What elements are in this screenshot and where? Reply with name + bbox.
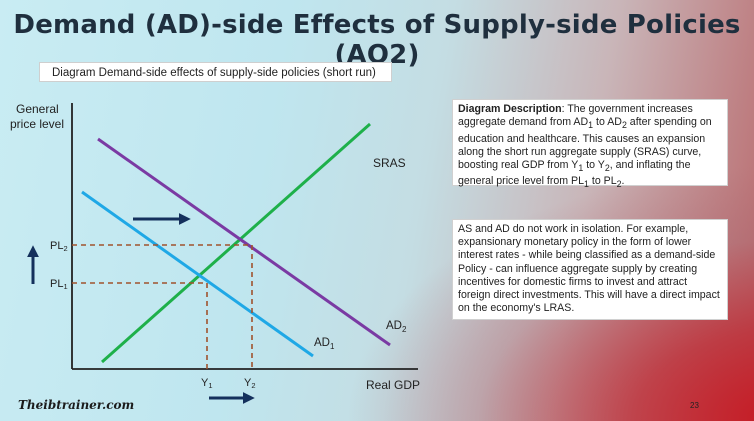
y1-tick-label: Y1 <box>201 377 213 390</box>
x-axis-label: Real GDP <box>366 378 420 392</box>
page-number: 23 <box>690 401 699 410</box>
brand-logo: Theibtrainer.com <box>18 398 135 412</box>
ad2-label: AD2 <box>386 320 407 334</box>
y-axis-label-line1: General <box>16 102 59 116</box>
description-body: : The government increases aggregate dem… <box>458 103 712 190</box>
description-heading: Diagram Description <box>458 103 562 115</box>
sras-label: SRAS <box>373 156 406 170</box>
diagram-description-box: Diagram Description: The government incr… <box>452 99 728 190</box>
note-box: AS and AD do not work in isolation. For … <box>452 219 728 320</box>
y2-tick-label: Y2 <box>244 377 256 390</box>
pl2-tick-label: PL2 <box>50 240 68 253</box>
diagram-caption: Diagram Demand-side effects of supply-si… <box>39 62 392 82</box>
sras-curve <box>101 122 371 364</box>
slide-title: Demand (AD)-side Effects of Supply-side … <box>13 10 741 70</box>
ad1-label: AD1 <box>314 337 335 351</box>
ad2-curve <box>97 137 391 347</box>
pl1-tick-label: PL1 <box>50 278 68 291</box>
y-axis-label-line2: price level <box>10 117 64 131</box>
ad1-curve <box>81 190 314 358</box>
